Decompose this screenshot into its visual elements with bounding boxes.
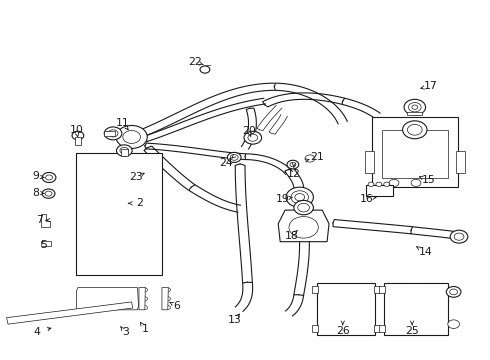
Circle shape [376,182,382,186]
Polygon shape [41,214,49,226]
Text: 8: 8 [32,188,39,198]
Text: 22: 22 [188,57,202,67]
Text: 19: 19 [276,194,290,204]
Circle shape [227,152,241,162]
Text: 1: 1 [142,324,148,334]
Circle shape [104,127,122,140]
Circle shape [46,175,52,180]
Bar [372,117,458,187]
Circle shape [289,217,318,238]
Bar [384,283,448,335]
Circle shape [446,287,461,297]
Circle shape [408,125,422,135]
Bar [313,325,318,332]
Circle shape [108,130,118,137]
Bar [313,286,318,293]
Text: 18: 18 [285,231,298,240]
Bar [365,151,373,173]
Circle shape [368,182,374,186]
Circle shape [294,201,314,215]
Circle shape [305,155,315,162]
Circle shape [45,191,52,196]
Text: 23: 23 [130,172,144,182]
Polygon shape [162,288,168,310]
Circle shape [287,160,299,169]
Bar [379,325,385,332]
Bar [408,112,422,115]
Bar [374,286,380,293]
Circle shape [72,131,84,140]
Bar [456,151,465,173]
Text: 14: 14 [419,247,433,257]
Text: 25: 25 [405,326,419,336]
Bar [382,130,448,178]
Bar [76,153,162,275]
Circle shape [412,105,417,109]
Text: 6: 6 [173,301,180,311]
Text: 10: 10 [70,125,83,135]
Polygon shape [41,241,51,246]
Circle shape [116,126,147,148]
Circle shape [404,99,425,115]
Bar [121,149,128,156]
Text: 16: 16 [359,194,373,204]
Text: 20: 20 [242,126,256,135]
Circle shape [448,320,460,328]
Circle shape [291,191,309,204]
Circle shape [42,189,55,198]
Circle shape [42,172,56,183]
Circle shape [409,103,421,112]
Text: 2: 2 [137,198,144,208]
Bar [379,286,385,293]
Text: 11: 11 [116,118,130,128]
Bar [374,325,380,332]
Text: 12: 12 [287,168,301,179]
Polygon shape [76,288,139,310]
Circle shape [123,131,141,143]
Circle shape [298,203,310,212]
Circle shape [454,233,464,240]
Circle shape [295,194,305,201]
Bar [318,283,375,335]
Polygon shape [278,210,329,242]
Text: 4: 4 [34,327,41,337]
Text: 24: 24 [220,158,233,168]
Circle shape [117,145,132,156]
Text: 13: 13 [227,315,241,325]
Bar [366,185,393,196]
Circle shape [286,187,314,207]
Text: 9: 9 [32,171,39,181]
Text: 26: 26 [336,326,349,336]
Bar [75,137,81,145]
Circle shape [244,131,262,144]
Circle shape [403,121,427,139]
Circle shape [230,154,238,160]
Text: 3: 3 [122,327,129,337]
Text: 21: 21 [311,152,324,162]
Text: 15: 15 [421,175,435,185]
Circle shape [248,134,258,141]
Text: 5: 5 [40,239,47,249]
Text: 17: 17 [424,81,438,91]
Polygon shape [6,302,133,324]
Text: 7: 7 [36,215,43,225]
Circle shape [450,230,468,243]
Bar [104,131,115,136]
Polygon shape [139,288,146,310]
Circle shape [384,182,390,186]
Circle shape [389,179,399,186]
Circle shape [290,162,296,167]
Circle shape [411,179,421,186]
Circle shape [120,147,129,154]
Circle shape [450,289,458,295]
Circle shape [200,66,210,73]
